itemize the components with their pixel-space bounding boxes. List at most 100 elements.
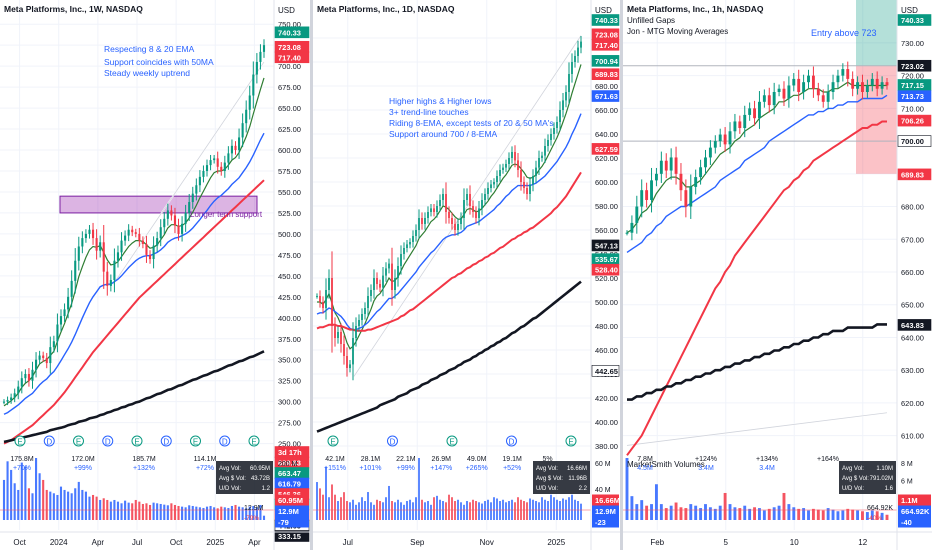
chart-svg[interactable]: E D E D E Meta Platforms, Inc., 1D, NASDAQ Hig…: [313, 0, 620, 550]
candle: [364, 308, 366, 314]
volume-bar: [325, 466, 327, 520]
time-tick-label: Jul: [132, 538, 142, 547]
candle: [91, 229, 95, 239]
event-marker-label: E: [568, 438, 573, 447]
entry-label: Entry above 723: [811, 28, 877, 38]
candle: [220, 166, 223, 171]
chart-svg[interactable]: Meta Platforms, Inc., 1h, NASDAQ Unfilled…: [623, 0, 932, 550]
volume-bar: [27, 488, 30, 520]
volume-bar: [2, 479, 6, 520]
candle: [166, 210, 169, 219]
volume-stat-value: 1.10M: [876, 466, 893, 472]
price-tick-label: 400.00: [278, 314, 301, 323]
volume-bar: [13, 483, 16, 520]
last-volume-change: -79%: [244, 515, 259, 522]
candle: [325, 290, 327, 308]
volume-bar: [870, 510, 874, 520]
candle: [550, 134, 552, 140]
candle: [252, 74, 255, 96]
series-line-8-ema: [626, 81, 887, 234]
price-tag-label: 713.73: [901, 92, 924, 101]
event-marker: [219, 435, 231, 447]
volume-bar: [42, 479, 45, 520]
candle: [245, 109, 248, 124]
volume-tick-label: 8 M: [901, 461, 913, 468]
price-tag-label: 700.94: [595, 57, 619, 66]
volume-bar: [463, 504, 465, 520]
candle: [141, 240, 144, 244]
volume-bar: [343, 492, 345, 520]
price-tag-label: 740.33: [901, 16, 924, 25]
volume-tick-label: 200 M: [278, 461, 298, 468]
event-marker: [131, 435, 143, 447]
time-tick-label: Feb: [650, 538, 664, 547]
candle: [580, 41, 582, 48]
volume-bar: [535, 501, 537, 520]
candle: [17, 386, 20, 394]
chart-panel-weekly[interactable]: E D E D E D E D E Meta Platforms, Inc., 1W, NASDA…: [0, 0, 310, 550]
volume-bar: [63, 489, 66, 520]
volume-stat-label: Avg $ Vol:: [536, 476, 563, 482]
candle: [415, 230, 417, 236]
volume-bar: [523, 501, 525, 520]
series-line-20-ema: [626, 94, 888, 253]
event-marker-label: D: [163, 438, 169, 447]
volume-bar: [875, 511, 879, 520]
volume-bar: [694, 505, 698, 520]
panel-divider[interactable]: [310, 0, 313, 550]
candle: [565, 92, 567, 101]
price-tick-label: 700.00: [278, 62, 301, 71]
candle: [885, 82, 889, 86]
candle: [95, 238, 98, 251]
candle: [674, 157, 678, 174]
trendline: [626, 412, 888, 446]
chart-panel-daily[interactable]: E D E D E Meta Platforms, Inc., 1D, NASDAQ Hig…: [313, 0, 620, 550]
candle: [184, 212, 187, 224]
volume-bar: [364, 501, 366, 520]
volume-peak-label: +52%: [503, 465, 521, 472]
volume-bar: [259, 504, 262, 520]
price-tag-label: 627.59: [595, 145, 618, 154]
chart-annotation: Support around 700 / 8-EMA: [389, 129, 498, 139]
candle: [191, 193, 194, 203]
volume-bar: [346, 501, 348, 520]
candle: [213, 158, 216, 161]
indicator-legend: Jon - MTG Moving Averages: [627, 27, 728, 36]
candle: [782, 88, 786, 99]
candle: [846, 69, 850, 79]
volume-bar: [163, 504, 166, 520]
chart-panel-hourly[interactable]: Meta Platforms, Inc., 1h, NASDAQ Unfilled…: [623, 0, 932, 550]
price-tick-label: 580.00: [595, 202, 618, 211]
volume-bar: [70, 493, 73, 520]
event-marker: [102, 435, 114, 447]
candle: [346, 356, 348, 368]
price-tag-label: 740.33: [278, 28, 301, 37]
currency-label: USD: [901, 6, 918, 15]
candle: [38, 355, 41, 360]
volume-bar: [373, 504, 375, 520]
candle: [379, 284, 381, 288]
chart-annotation: 3+ trend-line touches: [389, 107, 469, 117]
volume-tag: [275, 516, 309, 528]
panel-divider[interactable]: [620, 0, 623, 550]
price-tick-label: 710.00: [901, 104, 924, 113]
volume-bar: [559, 501, 561, 520]
volume-peak-label: 172.0M: [71, 456, 95, 463]
volume-tag-label: -23: [595, 518, 606, 527]
volume-bar: [460, 502, 462, 520]
volume-peak-label: 3.4M: [759, 465, 775, 472]
volume-bar: [38, 473, 41, 520]
last-volume: 664.92K: [867, 505, 893, 512]
price-tag-label: 442.65: [595, 367, 618, 376]
volume-bar: [650, 504, 653, 520]
candle: [331, 278, 333, 326]
price-tick-label: 680.00: [595, 82, 618, 91]
volume-bar: [743, 505, 747, 520]
volume-bar: [109, 501, 112, 520]
price-tick-label: 420.00: [595, 394, 618, 403]
price-tag-label: 740.33: [595, 16, 618, 25]
candle: [367, 296, 369, 308]
volume-bar: [148, 504, 152, 520]
volume-bar: [861, 511, 864, 520]
chart-svg[interactable]: E D E D E D E D E Meta Platforms, Inc., 1W, NASDA…: [0, 0, 310, 550]
